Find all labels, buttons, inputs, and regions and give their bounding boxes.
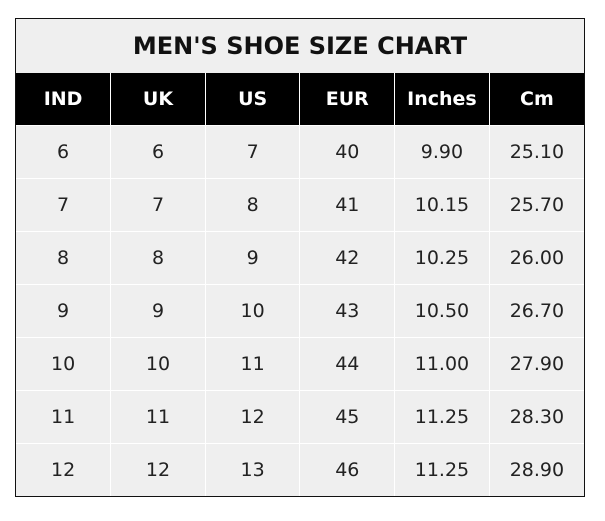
- cell-eur: 46: [299, 443, 395, 496]
- cell-inches: 11.25: [394, 390, 490, 444]
- cell-inches: 10.15: [394, 178, 490, 232]
- size-table: IND UK US EUR Inches Cm 6 6 7 40 9.90 25.10 7 7 8 41 10…: [16, 73, 584, 496]
- cell-ind: 9: [16, 284, 111, 338]
- cell-us: 11: [204, 337, 300, 391]
- cell-uk: 10: [110, 337, 206, 391]
- cell-uk: 11: [110, 390, 206, 444]
- cell-cm: 26.00: [488, 231, 584, 285]
- cell-uk: 7: [110, 178, 206, 232]
- cell-us: 7: [204, 125, 300, 179]
- column-header-cm: Cm: [488, 73, 584, 126]
- cell-inches: 10.50: [394, 284, 490, 338]
- cell-uk: 6: [110, 125, 206, 179]
- cell-ind: 12: [16, 443, 111, 496]
- table-row: 11 11 12 45 11.25 28.30: [16, 390, 584, 444]
- cell-eur: 41: [299, 178, 395, 232]
- cell-uk: 9: [110, 284, 206, 338]
- cell-eur: 45: [299, 390, 395, 444]
- cell-ind: 10: [16, 337, 111, 391]
- cell-inches: 10.25: [394, 231, 490, 285]
- cell-uk: 12: [110, 443, 206, 496]
- column-header-ind: IND: [16, 73, 111, 126]
- table-row: 8 8 9 42 10.25 26.00: [16, 231, 584, 285]
- column-header-us: US: [204, 73, 300, 126]
- cell-ind: 11: [16, 390, 111, 444]
- cell-ind: 6: [16, 125, 111, 179]
- column-header-inches: Inches: [394, 73, 490, 126]
- table-row: 9 9 10 43 10.50 26.70: [16, 284, 584, 338]
- cell-cm: 27.90: [488, 337, 584, 391]
- cell-inches: 11.25: [394, 443, 490, 496]
- cell-eur: 40: [299, 125, 395, 179]
- column-header-uk: UK: [110, 73, 206, 126]
- table-row: 7 7 8 41 10.15 25.70: [16, 178, 584, 232]
- cell-cm: 28.30: [488, 390, 584, 444]
- table-row: 6 6 7 40 9.90 25.10: [16, 125, 584, 179]
- cell-eur: 43: [299, 284, 395, 338]
- cell-us: 10: [204, 284, 300, 338]
- cell-ind: 8: [16, 231, 111, 285]
- cell-inches: 11.00: [394, 337, 490, 391]
- cell-ind: 7: [16, 178, 111, 232]
- cell-cm: 25.70: [488, 178, 584, 232]
- cell-eur: 44: [299, 337, 395, 391]
- table-row: 12 12 13 46 11.25 28.90: [16, 443, 584, 496]
- chart-title: MEN'S SHOE SIZE CHART: [16, 19, 584, 73]
- cell-us: 9: [204, 231, 300, 285]
- cell-cm: 26.70: [488, 284, 584, 338]
- cell-us: 13: [204, 443, 300, 496]
- cell-cm: 25.10: [488, 125, 584, 179]
- header-row: IND UK US EUR Inches Cm: [16, 73, 584, 126]
- cell-eur: 42: [299, 231, 395, 285]
- size-chart: MEN'S SHOE SIZE CHART IND UK US EUR Inches Cm…: [15, 18, 585, 497]
- cell-inches: 9.90: [394, 125, 490, 179]
- cell-us: 12: [204, 390, 300, 444]
- table-row: 10 10 11 44 11.00 27.90: [16, 337, 584, 391]
- cell-cm: 28.90: [488, 443, 584, 496]
- cell-us: 8: [204, 178, 300, 232]
- column-header-eur: EUR: [299, 73, 395, 126]
- cell-uk: 8: [110, 231, 206, 285]
